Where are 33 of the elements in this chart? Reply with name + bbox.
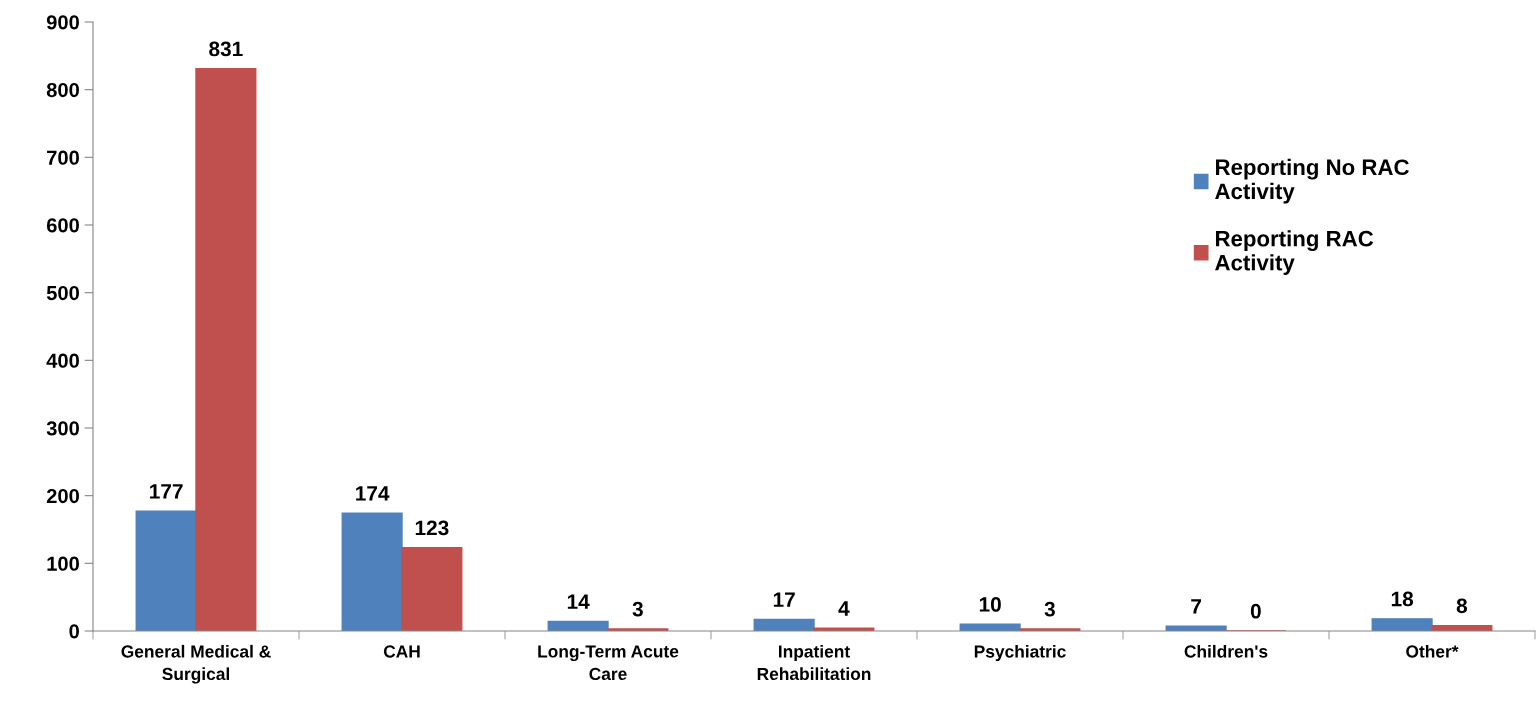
data-label: 14 bbox=[567, 594, 590, 609]
x-tick-label: Inpatient Rehabilitation bbox=[757, 644, 871, 681]
y-tick-label: 400 bbox=[46, 353, 79, 368]
x-tick-label: General Medical & Surgical bbox=[121, 644, 271, 684]
data-label: 7 bbox=[1191, 599, 1202, 614]
x-tick-label: CAH bbox=[383, 645, 420, 658]
y-tick-label: 0 bbox=[69, 624, 79, 639]
data-label: 174 bbox=[356, 486, 390, 501]
y-tick-label: 800 bbox=[46, 82, 79, 98]
data-label: 3 bbox=[1044, 601, 1055, 617]
data-label: 10 bbox=[979, 597, 1001, 612]
data-label: 4 bbox=[838, 601, 850, 616]
y-tick-label: 500 bbox=[46, 285, 79, 301]
y-tick-label: 200 bbox=[46, 488, 79, 504]
x-tick-label: Children's bbox=[1184, 644, 1268, 658]
data-label: 18 bbox=[1391, 591, 1414, 607]
y-tick-label: 300 bbox=[46, 421, 79, 436]
data-label: 17 bbox=[773, 592, 795, 607]
data-label: 177 bbox=[150, 484, 183, 499]
data-label: 123 bbox=[415, 520, 449, 536]
legend-label: Reporting RAC Activity bbox=[1215, 230, 1374, 275]
data-label: 3 bbox=[632, 601, 643, 617]
y-tick-label: 700 bbox=[47, 150, 79, 165]
data-label: 8 bbox=[1456, 598, 1468, 614]
y-tick-label: 600 bbox=[46, 218, 79, 233]
x-tick-label: Other* bbox=[1406, 644, 1459, 658]
y-tick-label: 900 bbox=[46, 15, 79, 30]
y-tick-label: 100 bbox=[47, 556, 79, 571]
legend-label: Reporting No RAC Activity bbox=[1215, 158, 1409, 204]
x-tick-label: Psychiatric bbox=[974, 644, 1066, 662]
x-tick-label: Long-Term Acute Care bbox=[538, 645, 679, 681]
data-label: 0 bbox=[1250, 603, 1261, 619]
data-label: 831 bbox=[209, 41, 243, 57]
